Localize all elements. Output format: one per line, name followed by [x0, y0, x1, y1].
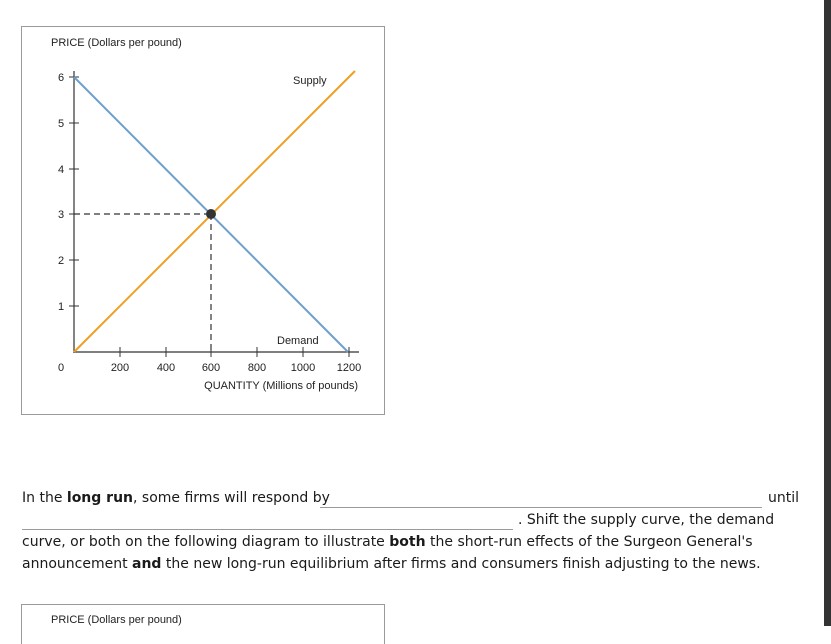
- svg-text:600: 600: [202, 362, 220, 374]
- long-run-outcome-dropdown[interactable]: [22, 509, 513, 530]
- until-text: until: [768, 490, 800, 506]
- x-axis-title: QUANTITY (Millions of pounds): [204, 380, 358, 392]
- svg-text:1000: 1000: [291, 362, 315, 374]
- chart-svg: PRICE (Dollars per pound) 6 5 4 3 2 1: [51, 37, 361, 392]
- svg-text:200: 200: [111, 362, 129, 374]
- svg-text:800: 800: [248, 362, 266, 374]
- y-axis-title: PRICE (Dollars per pound): [51, 37, 182, 49]
- interactive-graph[interactable]: PRICE (Dollars per pound): [21, 604, 385, 644]
- svg-text:3: 3: [58, 209, 64, 221]
- svg-text:400: 400: [157, 362, 175, 374]
- graph2-y-axis-title: PRICE (Dollars per pound): [51, 614, 182, 626]
- equilibrium-point: [206, 209, 216, 219]
- svg-text:2: 2: [58, 255, 64, 267]
- svg-text:5: 5: [58, 118, 64, 130]
- page-scrollbar[interactable]: [824, 0, 831, 626]
- supply-label: Supply: [293, 75, 327, 87]
- svg-text:4: 4: [58, 164, 64, 176]
- equilibrium-chart: PRICE (Dollars per pound) 6 5 4 3 2 1: [21, 26, 385, 415]
- svg-text:1: 1: [58, 301, 64, 313]
- y-tick-labels: 6 5 4 3 2 1: [58, 72, 64, 313]
- svg-text:6: 6: [58, 72, 64, 84]
- question-line-4: announcement and the new long-run equili…: [22, 556, 761, 572]
- demand-label: Demand: [277, 335, 319, 347]
- question-line-2: . Shift the supply curve, the demand: [518, 512, 775, 528]
- svg-text:1200: 1200: [337, 362, 361, 374]
- x-tick-labels: 0 200 400 600 800 1000 1200: [58, 362, 361, 374]
- question-line-1: In the long run, some firms will respond…: [22, 490, 330, 506]
- origin-label: 0: [58, 362, 64, 374]
- long-run-response-dropdown[interactable]: [320, 487, 762, 508]
- question-line-3: curve, or both on the following diagram …: [22, 534, 753, 550]
